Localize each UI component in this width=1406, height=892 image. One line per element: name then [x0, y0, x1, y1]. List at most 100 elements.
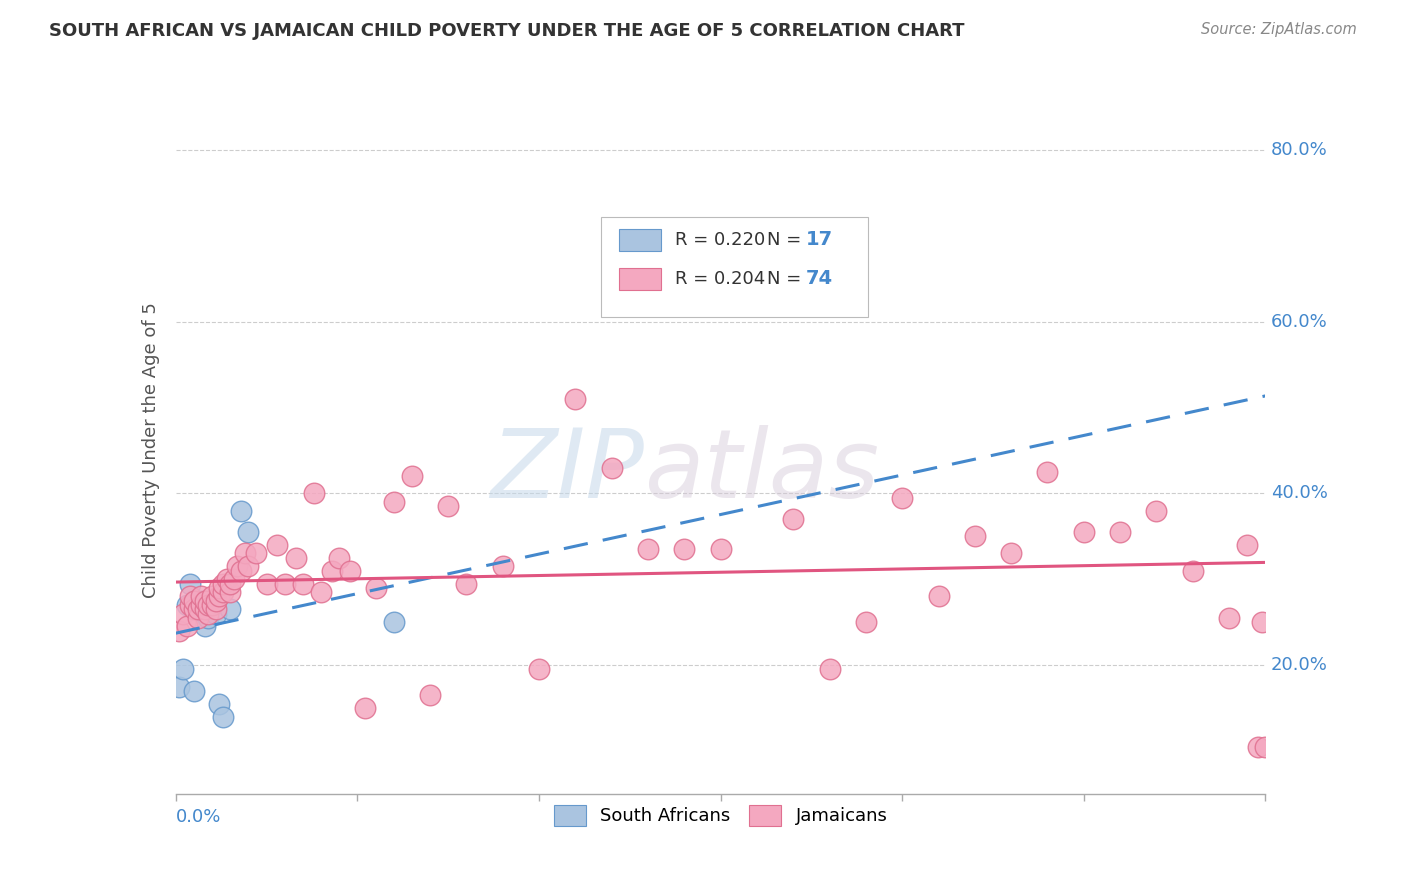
Text: 0.0%: 0.0%: [176, 807, 221, 826]
Point: [169, 680, 191, 694]
Point: [782, 512, 804, 526]
Point: [1254, 739, 1277, 754]
Point: [190, 590, 212, 604]
Text: Source: ZipAtlas.com: Source: ZipAtlas.com: [1201, 22, 1357, 37]
Point: [353, 701, 375, 715]
Point: [212, 576, 235, 591]
Point: [183, 593, 205, 607]
Point: [456, 576, 478, 591]
Point: [179, 598, 201, 612]
Point: [222, 572, 245, 586]
Point: [364, 581, 387, 595]
Point: [190, 598, 212, 612]
Point: [219, 585, 242, 599]
Point: [179, 590, 201, 604]
Point: [194, 619, 217, 633]
Point: [194, 602, 217, 616]
Point: [172, 662, 194, 676]
Point: [208, 581, 231, 595]
Point: [1250, 615, 1272, 630]
Point: [169, 624, 191, 638]
Point: [233, 546, 256, 561]
Point: [204, 593, 226, 607]
Text: R = 0.204: R = 0.204: [675, 269, 765, 288]
Point: [437, 500, 460, 514]
Text: 74: 74: [806, 269, 832, 288]
Point: [245, 546, 267, 561]
Point: [1218, 611, 1240, 625]
Point: [186, 602, 209, 616]
Text: ZIP: ZIP: [491, 425, 644, 517]
Point: [215, 572, 238, 586]
Point: [197, 598, 219, 612]
Point: [419, 688, 441, 702]
Point: [1036, 465, 1059, 479]
Point: [284, 550, 307, 565]
Point: [212, 585, 235, 599]
Point: [527, 662, 550, 676]
Point: [186, 611, 209, 625]
Point: [818, 662, 841, 676]
Point: [339, 564, 361, 578]
Point: [266, 538, 288, 552]
Point: [328, 550, 350, 565]
Point: [208, 590, 231, 604]
Y-axis label: Child Poverty Under the Age of 5: Child Poverty Under the Age of 5: [142, 302, 160, 599]
Text: 60.0%: 60.0%: [1271, 313, 1327, 331]
Text: atlas: atlas: [644, 425, 879, 517]
Point: [204, 602, 226, 616]
Point: [197, 607, 219, 621]
Text: 20.0%: 20.0%: [1271, 657, 1327, 674]
Legend: South Africans, Jamaicans: South Africans, Jamaicans: [547, 797, 894, 833]
Point: [231, 503, 253, 517]
Text: 40.0%: 40.0%: [1271, 484, 1327, 502]
Point: [321, 564, 343, 578]
Point: [564, 392, 586, 406]
Point: [208, 697, 231, 711]
Point: [176, 619, 198, 633]
Point: [1000, 546, 1022, 561]
Point: [891, 491, 914, 505]
Point: [204, 607, 226, 621]
Point: [219, 576, 242, 591]
Text: R = 0.220: R = 0.220: [675, 231, 765, 249]
Point: [274, 576, 297, 591]
Point: [745, 259, 768, 273]
Point: [382, 495, 405, 509]
Bar: [619, 268, 661, 290]
Point: [179, 576, 201, 591]
Point: [401, 469, 423, 483]
Point: [291, 576, 314, 591]
Point: [201, 598, 224, 612]
Text: N =: N =: [768, 231, 807, 249]
Point: [256, 576, 278, 591]
Point: [1247, 739, 1270, 754]
Text: 80.0%: 80.0%: [1271, 141, 1327, 159]
Point: [1109, 524, 1132, 539]
Point: [309, 585, 332, 599]
Point: [382, 615, 405, 630]
Text: SOUTH AFRICAN VS JAMAICAN CHILD POVERTY UNDER THE AGE OF 5 CORRELATION CHART: SOUTH AFRICAN VS JAMAICAN CHILD POVERTY …: [49, 22, 965, 40]
Point: [238, 524, 260, 539]
Bar: [619, 228, 661, 251]
Point: [1146, 503, 1168, 517]
Point: [1236, 538, 1258, 552]
Point: [492, 559, 515, 574]
Point: [186, 602, 209, 616]
Point: [197, 611, 219, 625]
Point: [219, 602, 242, 616]
Point: [190, 593, 212, 607]
Point: [201, 598, 224, 612]
Point: [183, 683, 205, 698]
Point: [673, 542, 696, 557]
FancyBboxPatch shape: [600, 217, 868, 317]
Point: [226, 559, 249, 574]
Point: [1073, 524, 1095, 539]
Point: [176, 598, 198, 612]
Point: [928, 590, 950, 604]
Point: [710, 542, 733, 557]
Text: N =: N =: [768, 269, 807, 288]
Point: [231, 564, 253, 578]
Point: [194, 593, 217, 607]
Point: [238, 559, 260, 574]
